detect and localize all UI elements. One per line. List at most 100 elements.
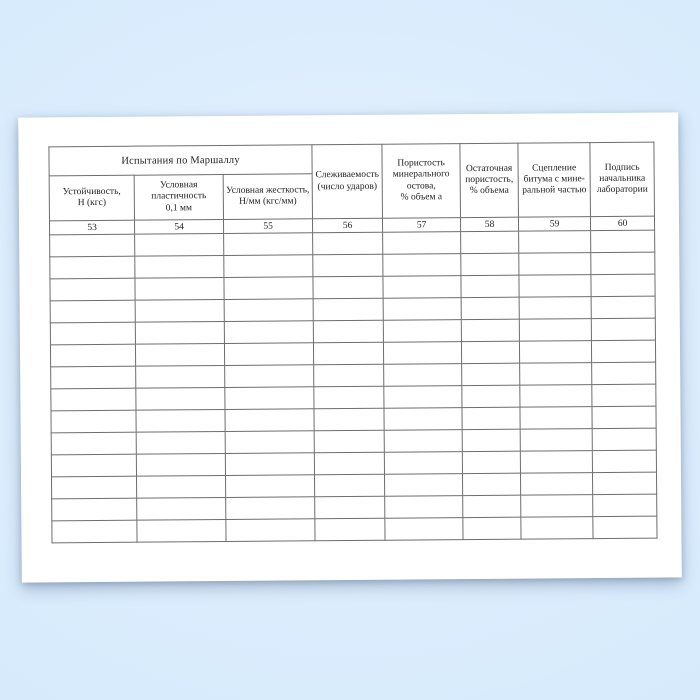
empty-cell [312,254,383,277]
empty-cell [225,452,315,476]
empty-cell [592,472,657,495]
empty-cell [136,453,226,477]
empty-cell [50,388,136,411]
empty-cell [50,410,137,433]
empty-cell [461,319,520,342]
empty-cell [49,278,136,301]
empty-cell [314,408,385,431]
form-table: Испытания по Маршаллу Слеживаемость (чис… [48,142,658,544]
empty-cell [382,253,461,277]
empty-cell [51,498,137,521]
empty-cell [384,451,463,475]
empty-cell [461,297,520,320]
column-number-cell: 55 [223,218,313,234]
empty-cell [134,255,224,279]
empty-cell [592,516,658,539]
empty-cell [50,366,136,389]
empty-cell [461,385,521,408]
empty-cell [518,274,592,298]
column-header-zhestkost: Условная жесткость, Н/мм (кгс/мм) [223,173,313,220]
empty-cell [462,517,522,540]
empty-cell [135,299,225,323]
empty-cell [50,344,136,367]
empty-cell [519,384,593,408]
form-table-container: Испытания по Маршаллу Слеживаемость (чис… [48,142,658,544]
empty-cell [135,343,225,367]
empty-cell [460,275,520,298]
empty-cell [224,342,314,366]
empty-cell [592,428,657,451]
empty-cell [520,450,593,474]
empty-cell [313,364,384,387]
empty-cell [591,340,656,363]
empty-cell [51,476,137,499]
empty-cell [50,300,136,323]
empty-cell [591,318,656,341]
empty-cell [382,231,461,255]
empty-cell [314,474,385,497]
empty-cell [136,475,226,499]
empty-cell [383,385,463,409]
empty-cell [384,407,463,431]
empty-cell [50,322,136,345]
empty-cell [134,277,225,301]
empty-cell [461,363,520,386]
empty-cell [520,516,594,540]
empty-cell [462,473,521,496]
empty-cell [518,252,591,276]
empty-cell [135,387,225,411]
empty-cell [49,234,135,257]
empty-cell [135,365,225,389]
column-number-cell: 54 [134,219,224,235]
empty-cell [224,320,314,344]
column-header-poristost-ostova: Пористость минерального остова, % объем … [381,143,461,219]
empty-cell [462,495,521,518]
empty-cell [224,408,315,432]
empty-cell [313,342,384,365]
empty-cell [462,429,521,452]
empty-cell [592,494,657,517]
empty-cell [462,407,521,430]
column-header-plastichnost: Условная пластичность 0,1 мм [134,174,224,221]
empty-cell [520,494,593,518]
empty-cell [136,519,227,543]
column-number-cell: 56 [312,218,383,233]
group-header-cell-marshall: Испытания по Маршаллу [48,144,313,176]
empty-cell [462,451,521,474]
empty-cell [519,318,592,342]
column-number-cell: 59 [518,216,591,232]
empty-cell [384,429,463,453]
empty-cell [518,230,591,254]
empty-cell [384,495,463,519]
column-header-ustoychivost: Устойчивость, Н (кгс) [49,175,135,221]
empty-cell [51,454,137,477]
empty-cell [136,431,226,455]
empty-cell [519,362,592,386]
table-header: Испытания по Маршаллу Слеживаемость (чис… [48,142,655,235]
empty-cell [592,450,657,473]
empty-cell [591,362,656,385]
column-header-slezhivaemost: Слеживаемость (число ударов) [311,144,383,219]
group-header-row: Испытания по Маршаллу Слеживаемость (чис… [48,142,655,219]
paper-sheet: Испытания по Маршаллу Слеживаемость (чис… [18,112,682,583]
empty-cell [384,517,464,541]
empty-cell [592,406,657,429]
empty-cell [520,428,593,452]
empty-cell [49,256,135,279]
column-header-podpis: Подпись начальника лаборатории [589,142,655,217]
empty-cell [312,276,384,299]
empty-cell [224,386,315,410]
empty-cell [383,363,462,387]
empty-cell [225,496,315,520]
column-number-cell: 53 [49,220,135,235]
empty-cell [51,432,137,455]
empty-cell [225,474,315,498]
column-header-ostatochnaya-poristost: Остаточная пористость, % объема [459,143,519,218]
empty-cell [519,340,592,364]
empty-cell [224,364,314,388]
table-body [49,230,658,543]
empty-cell [520,406,593,430]
empty-cell [590,252,655,275]
empty-cell [313,298,384,321]
empty-cell [460,231,519,254]
